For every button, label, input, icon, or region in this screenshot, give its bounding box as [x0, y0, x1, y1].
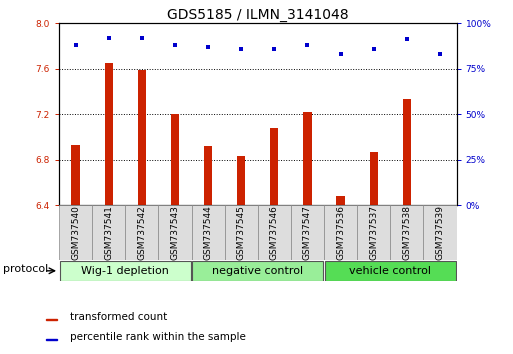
Point: [337, 51, 345, 57]
Point: [403, 36, 411, 42]
Text: GSM737539: GSM737539: [436, 205, 444, 260]
Bar: [71, 145, 80, 205]
Bar: [303, 112, 311, 205]
FancyBboxPatch shape: [159, 205, 191, 260]
FancyBboxPatch shape: [423, 205, 457, 260]
Bar: [204, 146, 212, 205]
FancyBboxPatch shape: [192, 261, 323, 281]
FancyBboxPatch shape: [225, 205, 258, 260]
Point: [303, 42, 311, 48]
Bar: [105, 63, 113, 205]
Bar: [270, 128, 279, 205]
Text: GSM737544: GSM737544: [204, 205, 212, 260]
Point: [137, 35, 146, 40]
Text: GSM737547: GSM737547: [303, 205, 312, 260]
Text: Wig-1 depletion: Wig-1 depletion: [82, 266, 169, 276]
Title: GDS5185 / ILMN_3141048: GDS5185 / ILMN_3141048: [167, 8, 349, 22]
FancyBboxPatch shape: [191, 205, 225, 260]
FancyBboxPatch shape: [291, 205, 324, 260]
Bar: [46, 339, 57, 340]
Text: GSM737538: GSM737538: [402, 205, 411, 260]
Bar: [137, 70, 146, 205]
Point: [370, 46, 378, 51]
FancyBboxPatch shape: [390, 205, 423, 260]
Point: [171, 42, 179, 48]
Bar: [337, 196, 345, 205]
FancyBboxPatch shape: [325, 261, 456, 281]
Point: [204, 44, 212, 50]
FancyBboxPatch shape: [324, 205, 357, 260]
Text: transformed count: transformed count: [70, 312, 168, 322]
Bar: [46, 319, 57, 320]
Bar: [369, 152, 378, 205]
Text: negative control: negative control: [212, 266, 303, 276]
Text: GSM737546: GSM737546: [270, 205, 279, 260]
Text: GSM737540: GSM737540: [71, 205, 80, 260]
Text: protocol: protocol: [3, 264, 48, 274]
Point: [71, 42, 80, 48]
Text: percentile rank within the sample: percentile rank within the sample: [70, 332, 246, 342]
FancyBboxPatch shape: [92, 205, 125, 260]
Point: [237, 46, 245, 51]
FancyBboxPatch shape: [125, 205, 159, 260]
Text: GSM737536: GSM737536: [336, 205, 345, 260]
Text: vehicle control: vehicle control: [349, 266, 431, 276]
Point: [105, 35, 113, 40]
Point: [270, 46, 279, 51]
Point: [436, 51, 444, 57]
FancyBboxPatch shape: [357, 205, 390, 260]
Text: GSM737537: GSM737537: [369, 205, 378, 260]
Text: GSM737543: GSM737543: [170, 205, 180, 260]
FancyBboxPatch shape: [258, 205, 291, 260]
FancyBboxPatch shape: [60, 261, 191, 281]
Text: GSM737542: GSM737542: [137, 205, 146, 260]
Bar: [171, 114, 179, 205]
Text: GSM737541: GSM737541: [104, 205, 113, 260]
Text: GSM737545: GSM737545: [236, 205, 246, 260]
FancyBboxPatch shape: [59, 205, 92, 260]
Bar: [237, 156, 245, 205]
Bar: [403, 99, 411, 205]
